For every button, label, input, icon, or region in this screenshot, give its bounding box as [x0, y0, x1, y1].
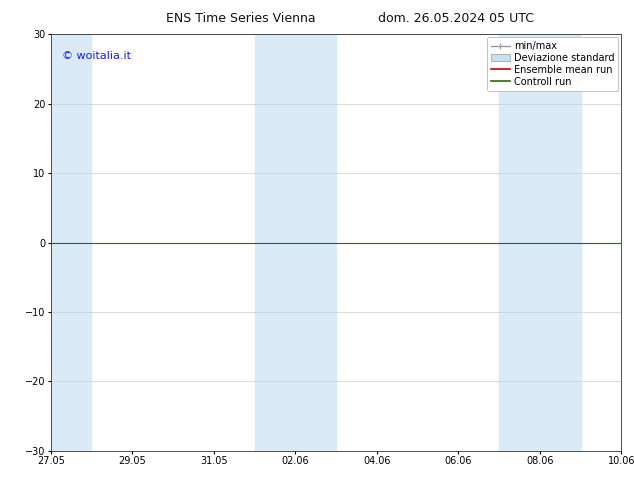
Text: ENS Time Series Vienna: ENS Time Series Vienna	[166, 12, 316, 25]
Text: dom. 26.05.2024 05 UTC: dom. 26.05.2024 05 UTC	[378, 12, 534, 25]
Text: © woitalia.it: © woitalia.it	[62, 51, 131, 61]
Bar	[51, 34, 91, 451]
Bar	[499, 34, 581, 451]
Bar	[254, 34, 336, 451]
Legend: min/max, Deviazione standard, Ensemble mean run, Controll run: min/max, Deviazione standard, Ensemble m…	[487, 37, 618, 91]
